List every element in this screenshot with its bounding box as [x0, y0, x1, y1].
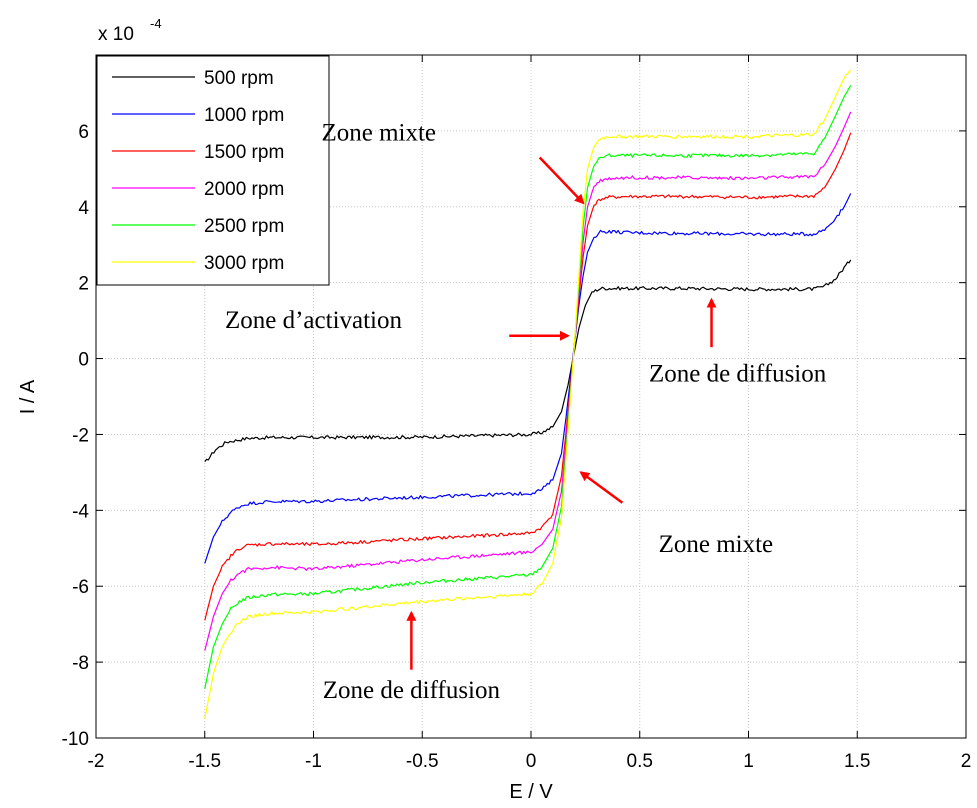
y-multiplier-exponent: -4: [150, 16, 162, 31]
y-tick-label: 2: [78, 274, 89, 295]
annotations: Zone mixte Zone d’activation Zone de diffu…: [225, 119, 827, 704]
series-line-1500-rpm: [204, 132, 852, 621]
x-tick-label: 0: [526, 751, 537, 772]
x-tick-label: -2: [88, 751, 105, 772]
series-line-2500-rpm: [204, 85, 852, 689]
x-tick-label: -0.5: [406, 751, 439, 772]
legend-label: 2000 rpm: [204, 179, 284, 200]
legend-label: 3000 rpm: [204, 253, 284, 274]
y-tick-label: 0: [78, 350, 89, 371]
x-tick-label: -1: [305, 751, 322, 772]
legend: 500 rpm 1000 rpm 1500 rpm 2000 rpm 2500 rpm 3…: [96, 55, 330, 286]
x-tick-label: 1.5: [844, 751, 870, 772]
x-axis-label: E / V: [509, 781, 553, 803]
legend-box: [96, 55, 330, 286]
series-line-1000-rpm: [204, 193, 852, 564]
legend-label: 1500 rpm: [204, 142, 284, 163]
series-line-3000-rpm: [204, 69, 852, 720]
y-tick-label: -6: [72, 577, 89, 598]
y-tick-label: -2: [72, 425, 89, 446]
y-tick-label: -8: [72, 653, 89, 674]
legend-label: 1000 rpm: [204, 105, 284, 126]
series-group: [204, 69, 852, 720]
annotation-arrow: [579, 471, 624, 504]
y-tick-label: 4: [78, 198, 89, 219]
annotation-label: Zone de diffusion: [649, 360, 827, 387]
x-tick-label: 2: [961, 751, 972, 772]
y-tick-label: 6: [78, 122, 89, 143]
series-line-500-rpm: [204, 259, 852, 462]
annotation-label: Zone mixte: [321, 119, 436, 146]
x-tick-label: 0.5: [627, 751, 653, 772]
annotation-label: Zone de diffusion: [323, 677, 501, 704]
x-tick-label: 1: [743, 751, 754, 772]
legend-label: 500 rpm: [204, 68, 274, 89]
y-multiplier-label: x 10: [98, 24, 134, 45]
y-tick-label: -4: [72, 501, 89, 522]
legend-label: 2500 rpm: [204, 216, 284, 237]
tick-labels: -2 -1.5 -1 -0.5 0 0.5 1 1.5 2 -10 -8 -6 -4 -2 0 2 4 6: [62, 122, 972, 772]
series-line-2000-rpm: [204, 111, 852, 651]
y-axis-label: I / A: [17, 379, 39, 414]
annotation-arrow: [538, 156, 585, 205]
y-tick-label: -10: [62, 729, 89, 750]
x-tick-label: -1.5: [188, 751, 221, 772]
annotation-label: Zone d’activation: [225, 307, 403, 334]
annotation-label: Zone mixte: [659, 531, 774, 558]
